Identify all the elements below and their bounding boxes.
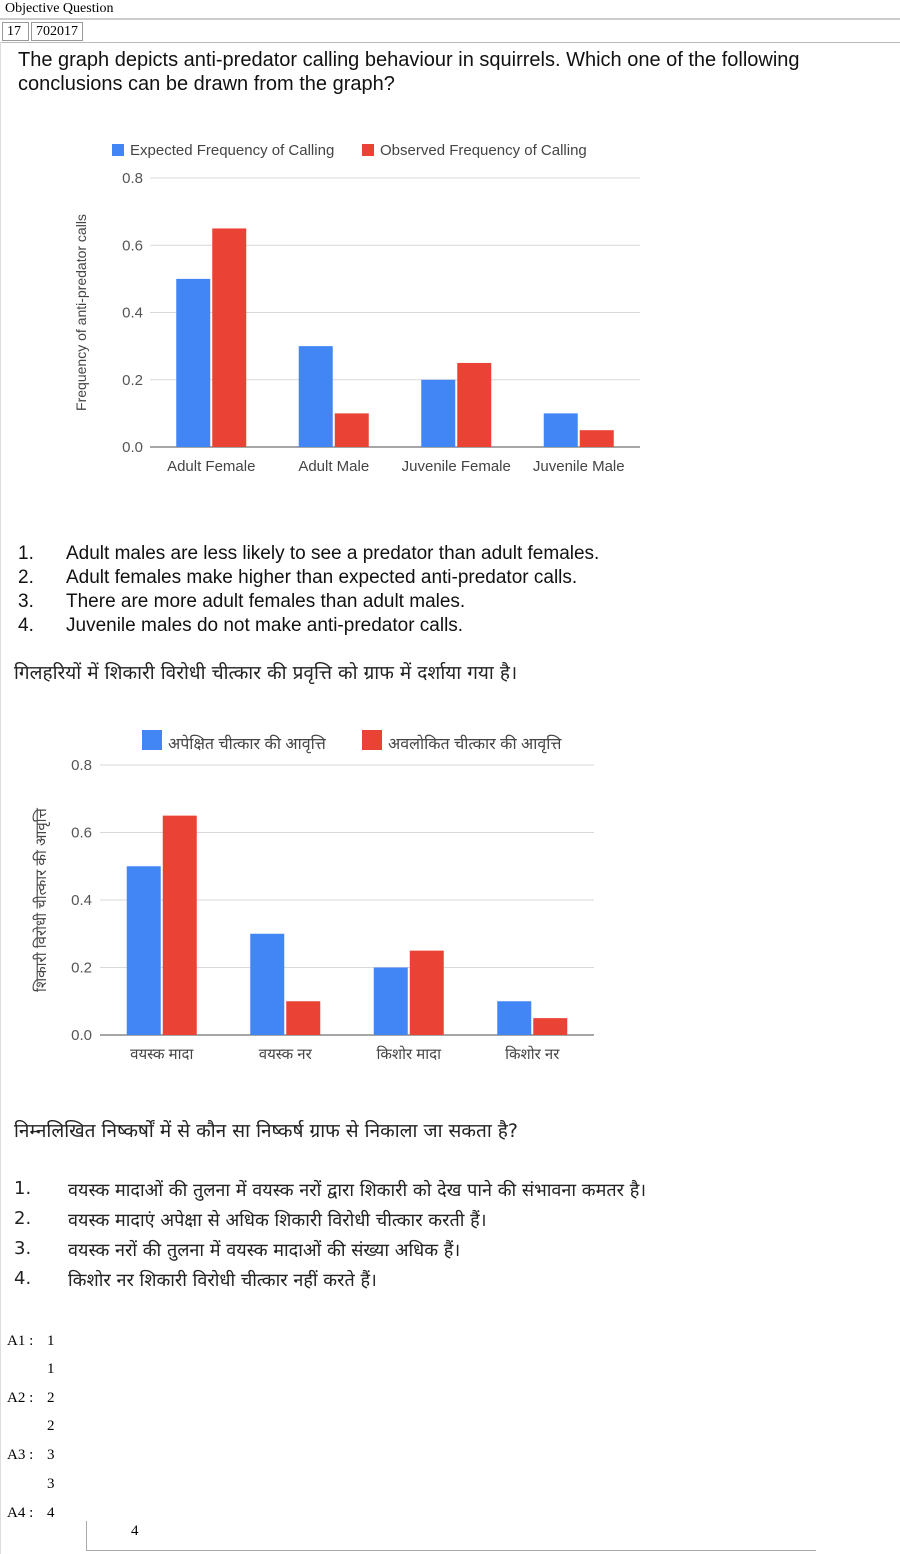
option-text: Adult females make higher than expected … [66,567,578,588]
answer-repeat: 2 [47,1418,55,1434]
expected-bar [250,933,285,1035]
answer-value[interactable]: 2 [47,1390,55,1406]
option-number: 4. [14,1268,32,1289]
option-number: 3. [14,1238,32,1259]
answer-box-edge [86,1521,87,1551]
divider [0,42,900,43]
y-tick-label: 0.4 [122,305,143,322]
answer-value[interactable]: 4 [47,1505,55,1521]
chart-english: 0.0 0.2 0.4 0.6 0.8 Adult Female Adult Male Juv… [73,142,640,475]
y-tick-label: 0.6 [71,825,92,842]
question-text-en: The graph depicts anti-predator calling … [18,49,800,95]
y-tick-label: 0.0 [122,439,143,456]
expected-bar [176,278,211,447]
legend-label: Expected Frequency of Calling [130,142,334,159]
legend-swatch [142,730,162,750]
answer-repeat: 4 [131,1523,139,1539]
question-number: 17 [2,22,29,41]
option-text: वयस्क मादाओं की तुलना में वयस्क नरों द्व… [68,1180,647,1201]
option-number: 2. [14,1208,32,1229]
question-intro-hi: गिलहरियों में शिकारी विरोधी चीत्कार की प… [14,662,518,684]
x-category-label: किशोर नर [505,1045,560,1063]
option-number: 1. [14,1178,32,1199]
observed-bar [409,950,444,1035]
answer-label: A3 : [7,1447,34,1463]
header-title: Objective Question [5,1,114,16]
answer-value[interactable]: 3 [47,1447,55,1463]
option-number: 3. [18,591,34,612]
expected-bar [126,866,161,1035]
x-category-label: Adult Male [298,458,369,475]
expected-bar [421,379,456,447]
option-text: There are more adult females than adult … [66,591,466,612]
answer-label: A2 : [7,1390,34,1406]
observed-bar [457,362,492,447]
observed-bar [162,815,197,1035]
x-category-label: वयस्क मादा [130,1046,194,1063]
option-text: Juvenile males do not make anti-predator… [66,615,464,636]
answer-repeat: 3 [47,1476,55,1492]
y-tick-label: 0.2 [71,960,92,977]
x-category-label: वयस्क नर [259,1046,313,1063]
x-category-label: Juvenile Male [533,458,625,475]
answer-label: A1 : [7,1333,34,1349]
observed-bar [212,228,247,447]
legend-swatch [362,144,374,156]
y-tick-label: 0.2 [122,372,143,389]
expected-bar [298,346,333,447]
y-tick-label: 0.0 [71,1027,92,1044]
option-text: वयस्क मादाएं अपेक्षा से अधिक शिकारी विरो… [68,1210,487,1231]
y-tick-label: 0.4 [71,892,92,909]
option-number: 4. [18,615,34,636]
chart-hindi: 0.0 0.2 0.4 0.6 0.8 वयस्क मादा वयस्क नर किशोर म… [32,730,594,1063]
question-prompt-hi: निम्नलिखित निष्कर्षों में से कौन सा निष्… [14,1120,518,1142]
y-tick-label: 0.8 [122,170,143,187]
expected-bar [543,413,578,447]
answer-label: A4 : [7,1505,34,1521]
option-number: 2. [18,567,34,588]
observed-bar [286,1001,321,1035]
observed-bar [579,430,614,447]
y-axis-title: Frequency of anti-predator calls [73,214,89,411]
option-text: Adult males are less likely to see a pre… [66,543,600,564]
bottom-divider [86,1550,816,1551]
answer-repeat: 1 [47,1361,55,1377]
expected-bar [373,967,408,1035]
y-tick-label: 0.6 [122,237,143,254]
option-text: किशोर नर शिकारी विरोधी चीत्कार नहीं करते… [68,1270,377,1291]
legend-label: अवलोकित चीत्कार की आवृत्ति [388,734,562,754]
y-tick-label: 0.8 [71,757,92,774]
question-id: 702017 [31,22,83,41]
observed-bar [533,1018,568,1035]
x-category-label: किशोर मादा [377,1045,443,1063]
option-number: 1. [18,543,34,564]
expected-bar [497,1001,532,1035]
x-category-label: Juvenile Female [402,458,511,475]
legend-label: अपेक्षित चीत्कार की आवृत्ति [168,734,327,754]
y-axis-title: शिकारी विरोधी चीत्कार की आवृत्ति [32,807,51,991]
legend-swatch [362,730,382,750]
legend-label: Observed Frequency of Calling [380,142,587,159]
x-category-label: Adult Female [167,458,255,475]
legend-swatch [112,144,124,156]
header-bar: Objective Question [0,0,900,20]
answer-value[interactable]: 1 [47,1333,55,1349]
left-border [0,42,1,1554]
option-text: वयस्क नरों की तुलना में वयस्क मादाओं की … [68,1240,461,1261]
observed-bar [334,413,369,447]
